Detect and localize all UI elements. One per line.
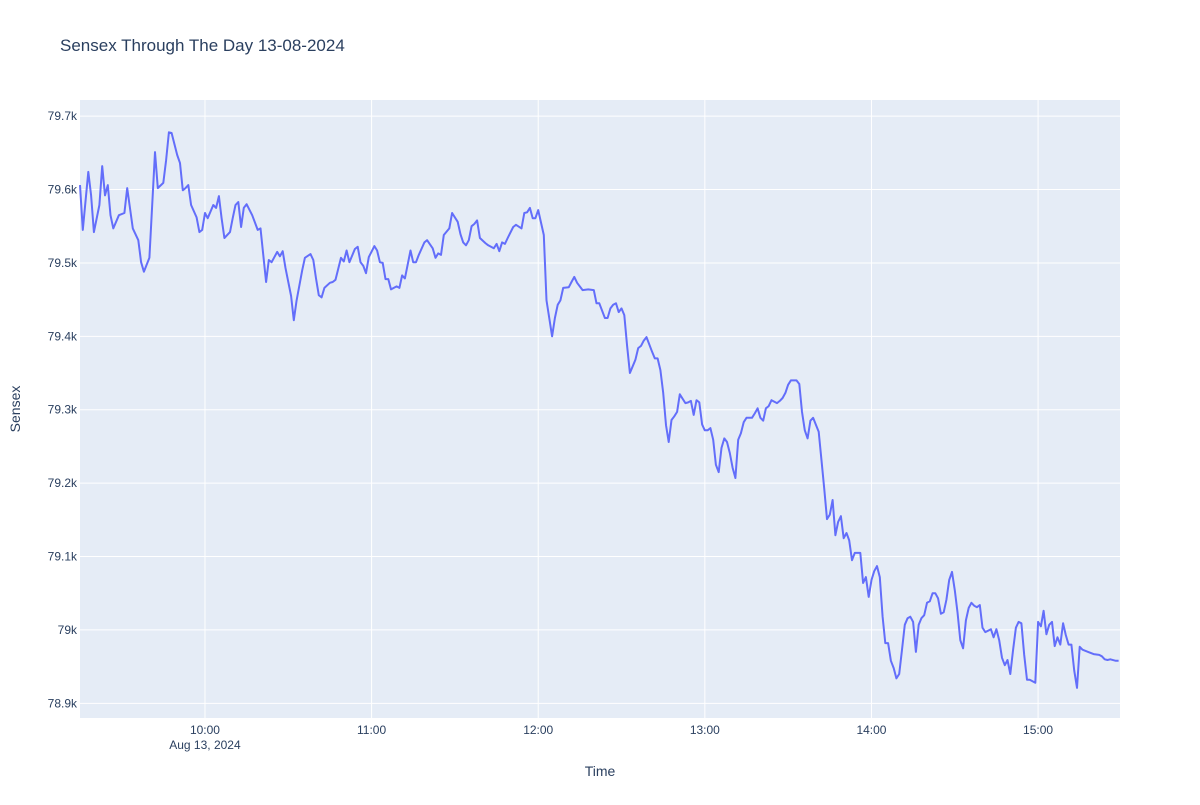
x-tick-date-label: Aug 13, 2024 — [169, 738, 241, 752]
sensex-series-line[interactable] — [79, 131, 1119, 689]
y-tick-label: 79.5k — [48, 256, 78, 270]
plot-background — [80, 100, 1120, 718]
x-tick-label: 10:00 — [190, 723, 220, 737]
y-tick-label: 79.2k — [48, 476, 78, 490]
y-tick-label: 79.1k — [48, 550, 78, 564]
gridlines — [80, 100, 1120, 718]
y-tick-label: 78.9k — [48, 696, 78, 710]
chart-title: Sensex Through The Day 13-08-2024 — [60, 36, 345, 55]
x-tick-label: 15:00 — [1023, 723, 1053, 737]
x-tick-label: 11:00 — [357, 723, 386, 737]
y-tick-label: 79.7k — [48, 109, 78, 123]
x-tick-label: 12:00 — [523, 723, 553, 737]
y-tick-label: 79k — [58, 623, 78, 637]
axis-ticks: 78.9k 79k 79.1k 79.2k 79.3k 79.4k 79.5k 79.6k 79… — [48, 109, 1054, 752]
y-axis-title: Sensex — [7, 386, 23, 433]
x-tick-label: 14:00 — [856, 723, 886, 737]
y-tick-label: 79.4k — [48, 329, 78, 343]
y-tick-label: 79.3k — [48, 403, 78, 417]
y-tick-label: 79.6k — [48, 183, 78, 197]
x-tick-label: 13:00 — [690, 723, 720, 737]
x-axis-title: Time — [585, 763, 616, 779]
